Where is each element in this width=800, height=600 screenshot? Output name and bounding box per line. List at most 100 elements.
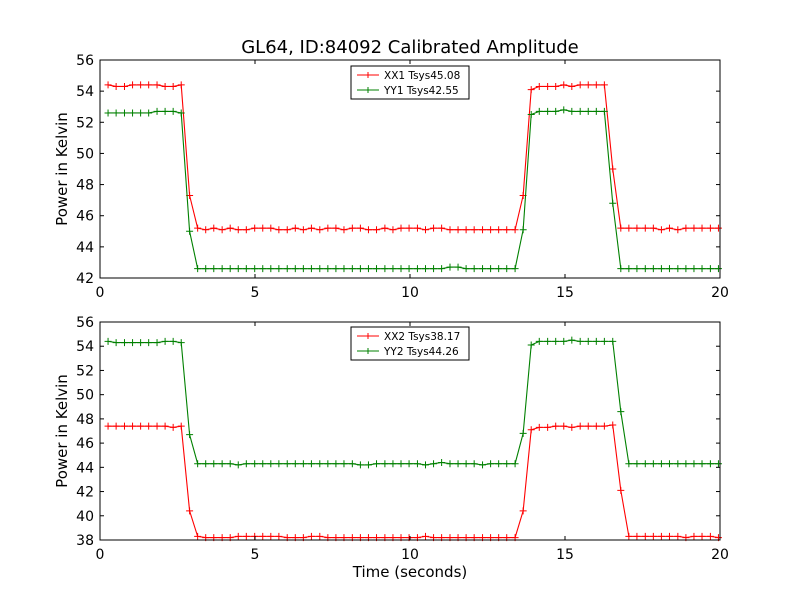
- data-point-marker: [422, 226, 429, 234]
- data-point-marker: [714, 460, 722, 468]
- data-point-marker: [633, 265, 641, 273]
- data-point-marker: [332, 265, 340, 273]
- data-point-marker: [470, 265, 478, 273]
- legend-label: YY1 Tsys42.55: [383, 85, 459, 97]
- data-point-marker: [495, 460, 503, 468]
- data-point-marker: [665, 224, 673, 232]
- data-point-marker: [177, 109, 185, 117]
- data-point-marker: [129, 109, 137, 117]
- data-point-marker: [479, 226, 487, 234]
- data-point-marker: [234, 461, 242, 469]
- y-tick-label: 42: [76, 271, 94, 287]
- data-point-marker: [381, 224, 389, 232]
- y-axis-label: Power in Kelvin: [53, 374, 71, 488]
- data-point-marker: [177, 422, 185, 430]
- data-point-marker: [649, 224, 657, 232]
- data-point-marker: [552, 107, 560, 115]
- data-point-marker: [527, 86, 535, 94]
- data-point-marker: [446, 460, 454, 468]
- data-point-marker: [633, 460, 641, 468]
- legend-label: XX2 Tsys38.17: [384, 331, 460, 343]
- data-point-marker: [153, 339, 161, 347]
- data-point-marker: [153, 81, 161, 89]
- data-point-marker: [519, 429, 527, 437]
- x-tick-label: 5: [251, 285, 260, 301]
- data-point-marker: [430, 460, 438, 468]
- data-point-marker: [291, 265, 299, 273]
- data-point-marker: [186, 507, 194, 515]
- data-point-marker: [698, 265, 706, 273]
- data-point-marker: [356, 224, 364, 232]
- legend-label: YY2 Tsys44.26: [383, 346, 459, 358]
- series-xx2: [104, 421, 722, 542]
- data-point-marker: [422, 532, 429, 540]
- data-point-marker: [112, 422, 120, 430]
- data-point-marker: [234, 226, 242, 234]
- x-tick-label: 15: [556, 285, 574, 301]
- data-point-marker: [511, 265, 519, 273]
- data-point-marker: [251, 265, 259, 273]
- data-point-marker: [649, 265, 657, 273]
- data-point-marker: [609, 421, 617, 429]
- y-tick-label: 52: [76, 115, 94, 131]
- data-point-marker: [609, 337, 617, 345]
- data-point-marker: [242, 226, 250, 234]
- y-tick-label: 46: [76, 209, 94, 225]
- data-point-marker: [307, 265, 315, 273]
- data-point-marker: [422, 461, 429, 469]
- data-point-marker: [356, 265, 364, 273]
- data-point-marker: [397, 265, 405, 273]
- data-point-marker: [413, 460, 421, 468]
- y-tick-label: 42: [76, 485, 94, 501]
- data-point-marker: [535, 82, 543, 90]
- data-point-marker: [592, 422, 600, 430]
- data-point-marker: [641, 532, 649, 540]
- data-point-marker: [267, 460, 275, 468]
- data-point-marker: [169, 107, 177, 115]
- data-point-marker: [356, 461, 364, 469]
- data-point-marker: [307, 532, 315, 540]
- data-point-marker: [389, 460, 397, 468]
- data-point-marker: [641, 460, 649, 468]
- data-point-marker: [690, 265, 698, 273]
- data-point-marker: [600, 337, 608, 345]
- data-point-marker: [405, 224, 413, 232]
- data-point-marker: [544, 423, 552, 431]
- data-point-marker: [698, 460, 706, 468]
- data-point-marker: [177, 339, 185, 347]
- data-point-marker: [104, 337, 112, 345]
- x-axis-label: Time (seconds): [352, 563, 468, 581]
- data-point-marker: [397, 460, 405, 468]
- y-tick-label: 44: [76, 460, 94, 476]
- data-point-marker: [503, 265, 511, 273]
- series-line: [108, 424, 719, 539]
- x-tick-label: 10: [401, 547, 419, 563]
- data-point-marker: [161, 82, 169, 90]
- data-point-marker: [405, 460, 413, 468]
- data-point-marker: [495, 226, 503, 234]
- data-point-marker: [576, 337, 584, 345]
- data-point-marker: [617, 224, 625, 232]
- data-point-marker: [373, 460, 381, 468]
- y-tick-label: 38: [76, 533, 94, 549]
- x-tick-label: 20: [711, 285, 729, 301]
- data-point-marker: [657, 265, 665, 273]
- data-point-marker: [348, 460, 356, 468]
- data-point-marker: [120, 109, 128, 117]
- data-point-marker: [161, 107, 169, 115]
- y-tick-label: 44: [76, 240, 94, 256]
- data-point-marker: [186, 431, 194, 439]
- data-point-marker: [438, 458, 446, 466]
- data-point-marker: [242, 532, 250, 540]
- data-point-marker: [145, 81, 153, 89]
- data-point-marker: [641, 265, 649, 273]
- data-point-marker: [389, 265, 397, 273]
- data-point-marker: [479, 265, 487, 273]
- data-point-marker: [544, 337, 552, 345]
- data-point-marker: [462, 265, 470, 273]
- chart-1: 0 5 10 15 20 42 44 46 48 50 52 54 56 Power in Kelvin X…: [53, 53, 729, 301]
- data-point-marker: [706, 265, 714, 273]
- data-point-marker: [657, 460, 665, 468]
- data-point-marker: [316, 532, 324, 540]
- data-point-marker: [454, 263, 462, 271]
